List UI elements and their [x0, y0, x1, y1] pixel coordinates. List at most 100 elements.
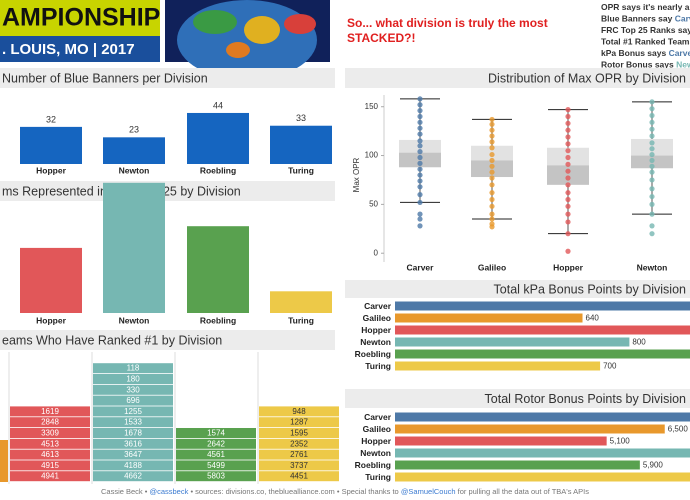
point [489, 211, 495, 217]
team-number: 1619 [41, 407, 59, 416]
text-segment: OPR says it's nearly a dea [601, 2, 690, 12]
y-tick-label: Carver [364, 301, 392, 311]
team-number: 2761 [290, 450, 308, 459]
x-tick-label: Newton [637, 262, 668, 272]
team-cell [93, 428, 173, 438]
point [417, 160, 423, 166]
team-number: 1287 [290, 418, 308, 427]
value-label: 23 [129, 125, 139, 135]
point [649, 201, 655, 207]
point [417, 199, 423, 206]
point [489, 127, 495, 133]
point [649, 99, 655, 105]
y-tick-label: Galileo [363, 313, 391, 323]
point [565, 134, 571, 140]
team-cell [10, 406, 90, 417]
point [417, 131, 423, 137]
team-cell [93, 417, 173, 428]
title-bar [0, 181, 335, 201]
point [417, 178, 423, 184]
point [489, 216, 495, 222]
team-cell [176, 449, 256, 460]
text-segment: for pulling all the data out of TBA's AP… [456, 487, 590, 496]
point [417, 143, 423, 149]
x-tick-label: Hopper [36, 315, 66, 325]
y-tick-label: Turing [365, 472, 391, 482]
point [417, 154, 423, 161]
team-number: 118 [127, 364, 140, 373]
point [417, 108, 423, 114]
banner-top [0, 0, 160, 36]
value-label: 32 [46, 114, 56, 124]
value-label: 5,100 [610, 437, 631, 446]
text-segment: kPa Bonus says [601, 48, 669, 58]
point [565, 231, 571, 237]
bar [187, 226, 249, 313]
team-cell [10, 438, 90, 449]
point [417, 184, 423, 190]
point [417, 223, 423, 229]
team-number: 4561 [207, 450, 225, 459]
point [649, 211, 655, 217]
team-number: 4613 [41, 450, 59, 459]
team-cell [176, 438, 256, 449]
x-tick-label: Carver [407, 262, 435, 272]
point [489, 157, 495, 164]
team-number: 4941 [41, 472, 59, 481]
text-line: FRC Top 25 Ranks say [601, 25, 690, 35]
chart-title: Total kPa Bonus Points by Division [494, 282, 687, 296]
headline: STACKED?! [347, 31, 415, 45]
value-label: 33 [296, 113, 306, 123]
point [565, 161, 571, 167]
point [489, 116, 495, 123]
point [417, 102, 423, 108]
team-cell [259, 417, 339, 428]
continent [193, 10, 237, 34]
text-segment: Carver [675, 14, 690, 24]
x-tick-label: Roebling [200, 165, 236, 175]
team-number: 4662 [124, 472, 142, 481]
bar [395, 460, 640, 470]
team-cell [259, 428, 339, 438]
point [565, 141, 571, 147]
point [649, 177, 655, 183]
y-tick-label: Roebling [355, 349, 391, 359]
point [417, 113, 423, 120]
value-label: 700 [603, 362, 617, 371]
point [489, 163, 495, 169]
team-cell [10, 417, 90, 428]
point [417, 216, 423, 222]
y-tick-label: Hopper [361, 325, 391, 335]
point [489, 139, 495, 145]
team-number: 1255 [124, 407, 142, 416]
team-cell [259, 438, 339, 449]
bar [270, 125, 332, 164]
bar [20, 126, 82, 164]
x-tick-label: Hopper [553, 262, 583, 272]
team-cell [10, 460, 90, 471]
team-number: 1678 [124, 429, 142, 438]
team-number: 4915 [41, 461, 59, 470]
banner-subtitle: . LOUIS, MO | 2017 [2, 41, 135, 58]
banner-bottom [0, 36, 160, 62]
team-number: 5803 [207, 472, 225, 481]
team-number: 4188 [124, 461, 142, 470]
team-cell [259, 406, 339, 417]
x-tick-label: Roebling [200, 315, 236, 325]
value-label: 5,900 [643, 461, 664, 470]
team-number: 2642 [207, 439, 225, 448]
bar [395, 337, 630, 347]
x-tick-label: Newton [119, 165, 150, 175]
partial-column [0, 440, 8, 482]
point [417, 138, 423, 144]
value-label: 800 [632, 338, 646, 347]
team-cell [10, 471, 90, 482]
point [649, 106, 655, 112]
y-tick-label: Galileo [363, 424, 391, 434]
point [489, 196, 495, 203]
team-number: 948 [292, 407, 306, 416]
y-tick-label: Carver [364, 412, 392, 422]
text-segment: Blue Banners say [601, 14, 675, 24]
title-bar [345, 68, 690, 88]
text-line: OPR says it's nearly a dea [601, 2, 690, 12]
